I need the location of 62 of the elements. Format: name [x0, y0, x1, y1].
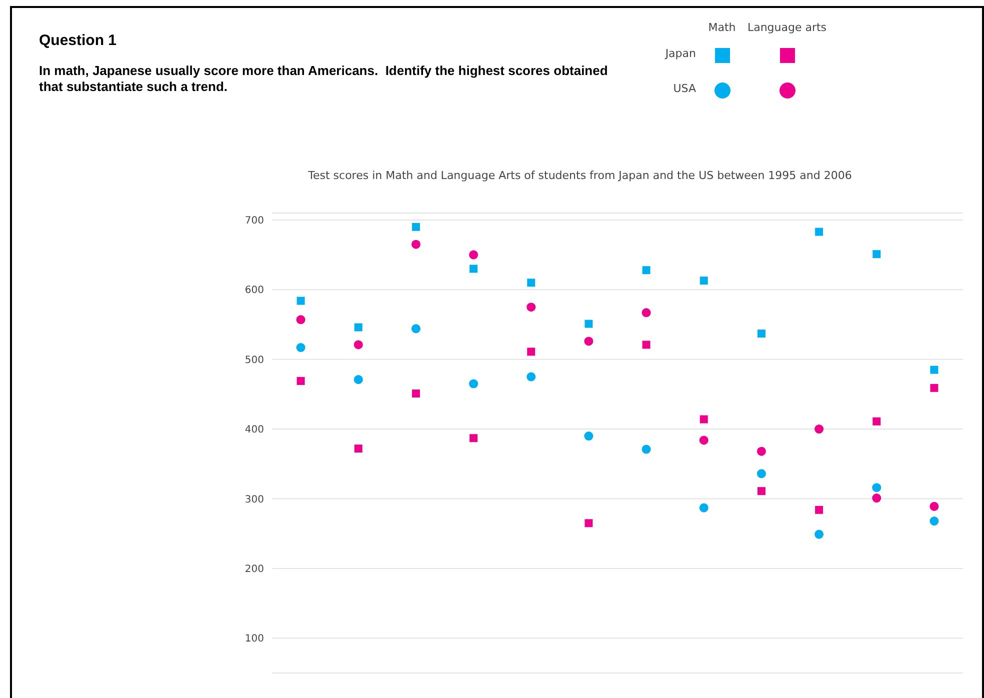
- text: Language arts: [747, 21, 827, 34]
- point: [756, 446, 766, 456]
- point: [814, 424, 824, 434]
- point: [411, 240, 420, 249]
- point: [930, 366, 938, 374]
- text: Japan: [665, 47, 696, 60]
- point: [411, 324, 420, 334]
- point: [470, 434, 478, 442]
- y-tick-label: 400: [244, 424, 264, 436]
- point: [527, 278, 536, 287]
- point: [354, 340, 363, 350]
- text: USA: [673, 82, 696, 95]
- point: [584, 519, 593, 528]
- y-tick-label: 300: [244, 494, 264, 506]
- point: [469, 250, 478, 260]
- point: [872, 494, 882, 503]
- point: [642, 444, 651, 454]
- point: [642, 308, 651, 318]
- point: [699, 436, 708, 445]
- point: [584, 432, 594, 441]
- point: [814, 530, 824, 539]
- point: [470, 264, 478, 273]
- point: [872, 250, 881, 258]
- y-tick-label: 500: [244, 354, 264, 366]
- point: [354, 323, 362, 332]
- point: [815, 228, 824, 236]
- point: [930, 516, 939, 526]
- point: [469, 379, 478, 388]
- text: Question 1: [39, 32, 117, 49]
- point: [815, 506, 824, 514]
- point: [872, 417, 881, 426]
- chart-title: Test scores in Math and Language Arts of students from Japan and the US between 1995 and 2006: [307, 169, 853, 182]
- point: [930, 502, 939, 511]
- point: [296, 343, 306, 352]
- point: [526, 302, 536, 312]
- y-tick-label: 100: [244, 634, 264, 645]
- point: [296, 315, 306, 324]
- point: [296, 296, 305, 305]
- point: [756, 469, 766, 478]
- point: [757, 487, 766, 496]
- point: [296, 376, 305, 385]
- point: [584, 336, 594, 346]
- point: [757, 330, 766, 338]
- point: [642, 340, 650, 349]
- point: [700, 415, 708, 424]
- point: [872, 483, 882, 492]
- point: [699, 503, 708, 512]
- y-tick-label: 700: [244, 216, 264, 227]
- point: [642, 266, 650, 274]
- y-tick-label: 600: [244, 285, 264, 296]
- y-tick-label: 200: [244, 564, 264, 576]
- point: [527, 348, 536, 356]
- text: In math, Japanese usually score more than Americans. Identify the highest scores obtained that substantiate such a trend.: [39, 63, 609, 95]
- point: [526, 372, 536, 382]
- text: Math: [708, 21, 736, 34]
- point: [930, 384, 938, 392]
- point: [412, 222, 420, 231]
- point: [584, 320, 593, 328]
- point: [354, 375, 363, 384]
- point: [412, 390, 420, 398]
- point: [354, 444, 362, 453]
- point: [700, 276, 708, 285]
